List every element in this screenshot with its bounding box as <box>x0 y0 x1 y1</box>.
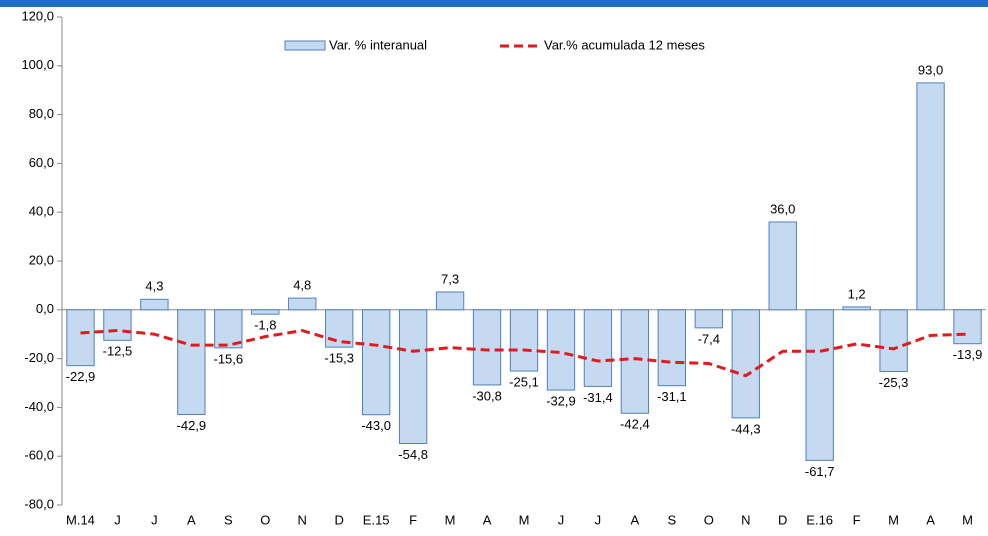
x-tick-label: A <box>483 512 492 527</box>
x-tick-label: S <box>668 512 677 527</box>
x-tick-label: F <box>853 512 861 527</box>
x-tick-label: F <box>409 512 417 527</box>
y-tick-label: 80,0 <box>29 106 54 121</box>
x-tick-label: A <box>187 512 196 527</box>
legend-label: Var. % interanual <box>329 37 427 52</box>
x-tick-label: D <box>778 512 787 527</box>
x-tick-label: J <box>595 512 602 527</box>
x-tick-label: D <box>335 512 344 527</box>
bar <box>288 297 317 311</box>
x-tick-label: E.15 <box>363 512 390 527</box>
x-tick-label: O <box>704 512 714 527</box>
value-label: -13,9 <box>953 347 983 362</box>
value-label: -42,9 <box>177 418 207 433</box>
y-tick-label: 100,0 <box>21 57 54 72</box>
value-label: 93,0 <box>918 62 943 77</box>
bar <box>325 309 354 348</box>
x-tick-label: S <box>224 512 233 527</box>
bar <box>103 309 132 341</box>
bar <box>398 309 428 445</box>
x-tick-label: M.14 <box>66 512 95 527</box>
bar <box>361 309 391 416</box>
bar <box>731 309 760 419</box>
top-band <box>0 0 988 7</box>
bar <box>435 291 465 311</box>
bar <box>472 309 502 386</box>
value-label: -15,3 <box>324 351 354 366</box>
x-tick-label: M <box>519 512 530 527</box>
x-tick-label: J <box>558 512 565 527</box>
bar <box>177 309 206 415</box>
line <box>80 329 968 378</box>
value-label: 4,3 <box>145 279 163 294</box>
x-tick-label: M <box>962 512 973 527</box>
y-tick-label: -80,0 <box>24 496 54 511</box>
value-label: -25,3 <box>879 375 909 390</box>
x-tick-label: M <box>445 512 456 527</box>
value-label: 1,2 <box>848 286 866 301</box>
value-label: -15,6 <box>213 351 243 366</box>
value-label: 36,0 <box>770 201 795 216</box>
value-label: -25,1 <box>509 374 539 389</box>
legend-label: Var.% acumulada 12 meses <box>544 37 705 52</box>
bar <box>620 309 650 414</box>
bar <box>657 309 687 387</box>
bar <box>916 82 945 311</box>
bar <box>546 309 576 391</box>
value-label: -22,9 <box>66 369 96 384</box>
value-label: -61,7 <box>805 464 835 479</box>
x-tick-label: N <box>741 512 750 527</box>
y-tick-label: 20,0 <box>29 252 54 267</box>
y-tick-label: 40,0 <box>29 204 54 219</box>
value-label: -44,3 <box>731 421 761 436</box>
y-tick-label: -60,0 <box>24 448 54 463</box>
value-label: -31,1 <box>657 389 687 404</box>
bar <box>214 309 243 349</box>
bar <box>768 221 797 311</box>
bar <box>140 298 169 311</box>
bar <box>583 309 613 387</box>
x-tick-label: O <box>260 512 270 527</box>
value-label: -43,0 <box>361 418 391 433</box>
x-tick-label: J <box>151 512 158 527</box>
value-label: -1,8 <box>254 318 276 333</box>
y-tick-label: 0,0 <box>36 301 54 316</box>
x-tick-label: J <box>114 512 121 527</box>
x-tick-label: A <box>926 512 935 527</box>
y-tick-label: -20,0 <box>24 350 54 365</box>
value-label: -30,8 <box>472 388 502 403</box>
bar <box>805 309 834 461</box>
legend-swatch <box>284 40 326 51</box>
bar <box>66 309 95 367</box>
value-label: -42,4 <box>620 417 650 432</box>
value-label: 4,8 <box>293 278 311 293</box>
y-tick-label: 60,0 <box>29 155 54 170</box>
value-label: 7,3 <box>441 271 459 286</box>
bar <box>251 309 280 315</box>
bar <box>879 309 908 373</box>
x-tick-label: A <box>631 512 640 527</box>
y-tick-label: -40,0 <box>24 399 54 414</box>
bar <box>842 306 871 311</box>
bar <box>509 309 539 372</box>
x-tick-label: N <box>298 512 307 527</box>
value-label: -32,9 <box>546 394 576 409</box>
value-label: -31,4 <box>583 390 613 405</box>
value-label: -12,5 <box>103 344 133 359</box>
value-label: -54,8 <box>398 447 428 462</box>
value-label: -7,4 <box>698 331 720 346</box>
bar <box>953 309 982 345</box>
x-tick-label: E.16 <box>806 512 833 527</box>
bar <box>694 309 723 329</box>
y-tick-label: 120,0 <box>21 8 54 23</box>
x-tick-label: M <box>888 512 899 527</box>
